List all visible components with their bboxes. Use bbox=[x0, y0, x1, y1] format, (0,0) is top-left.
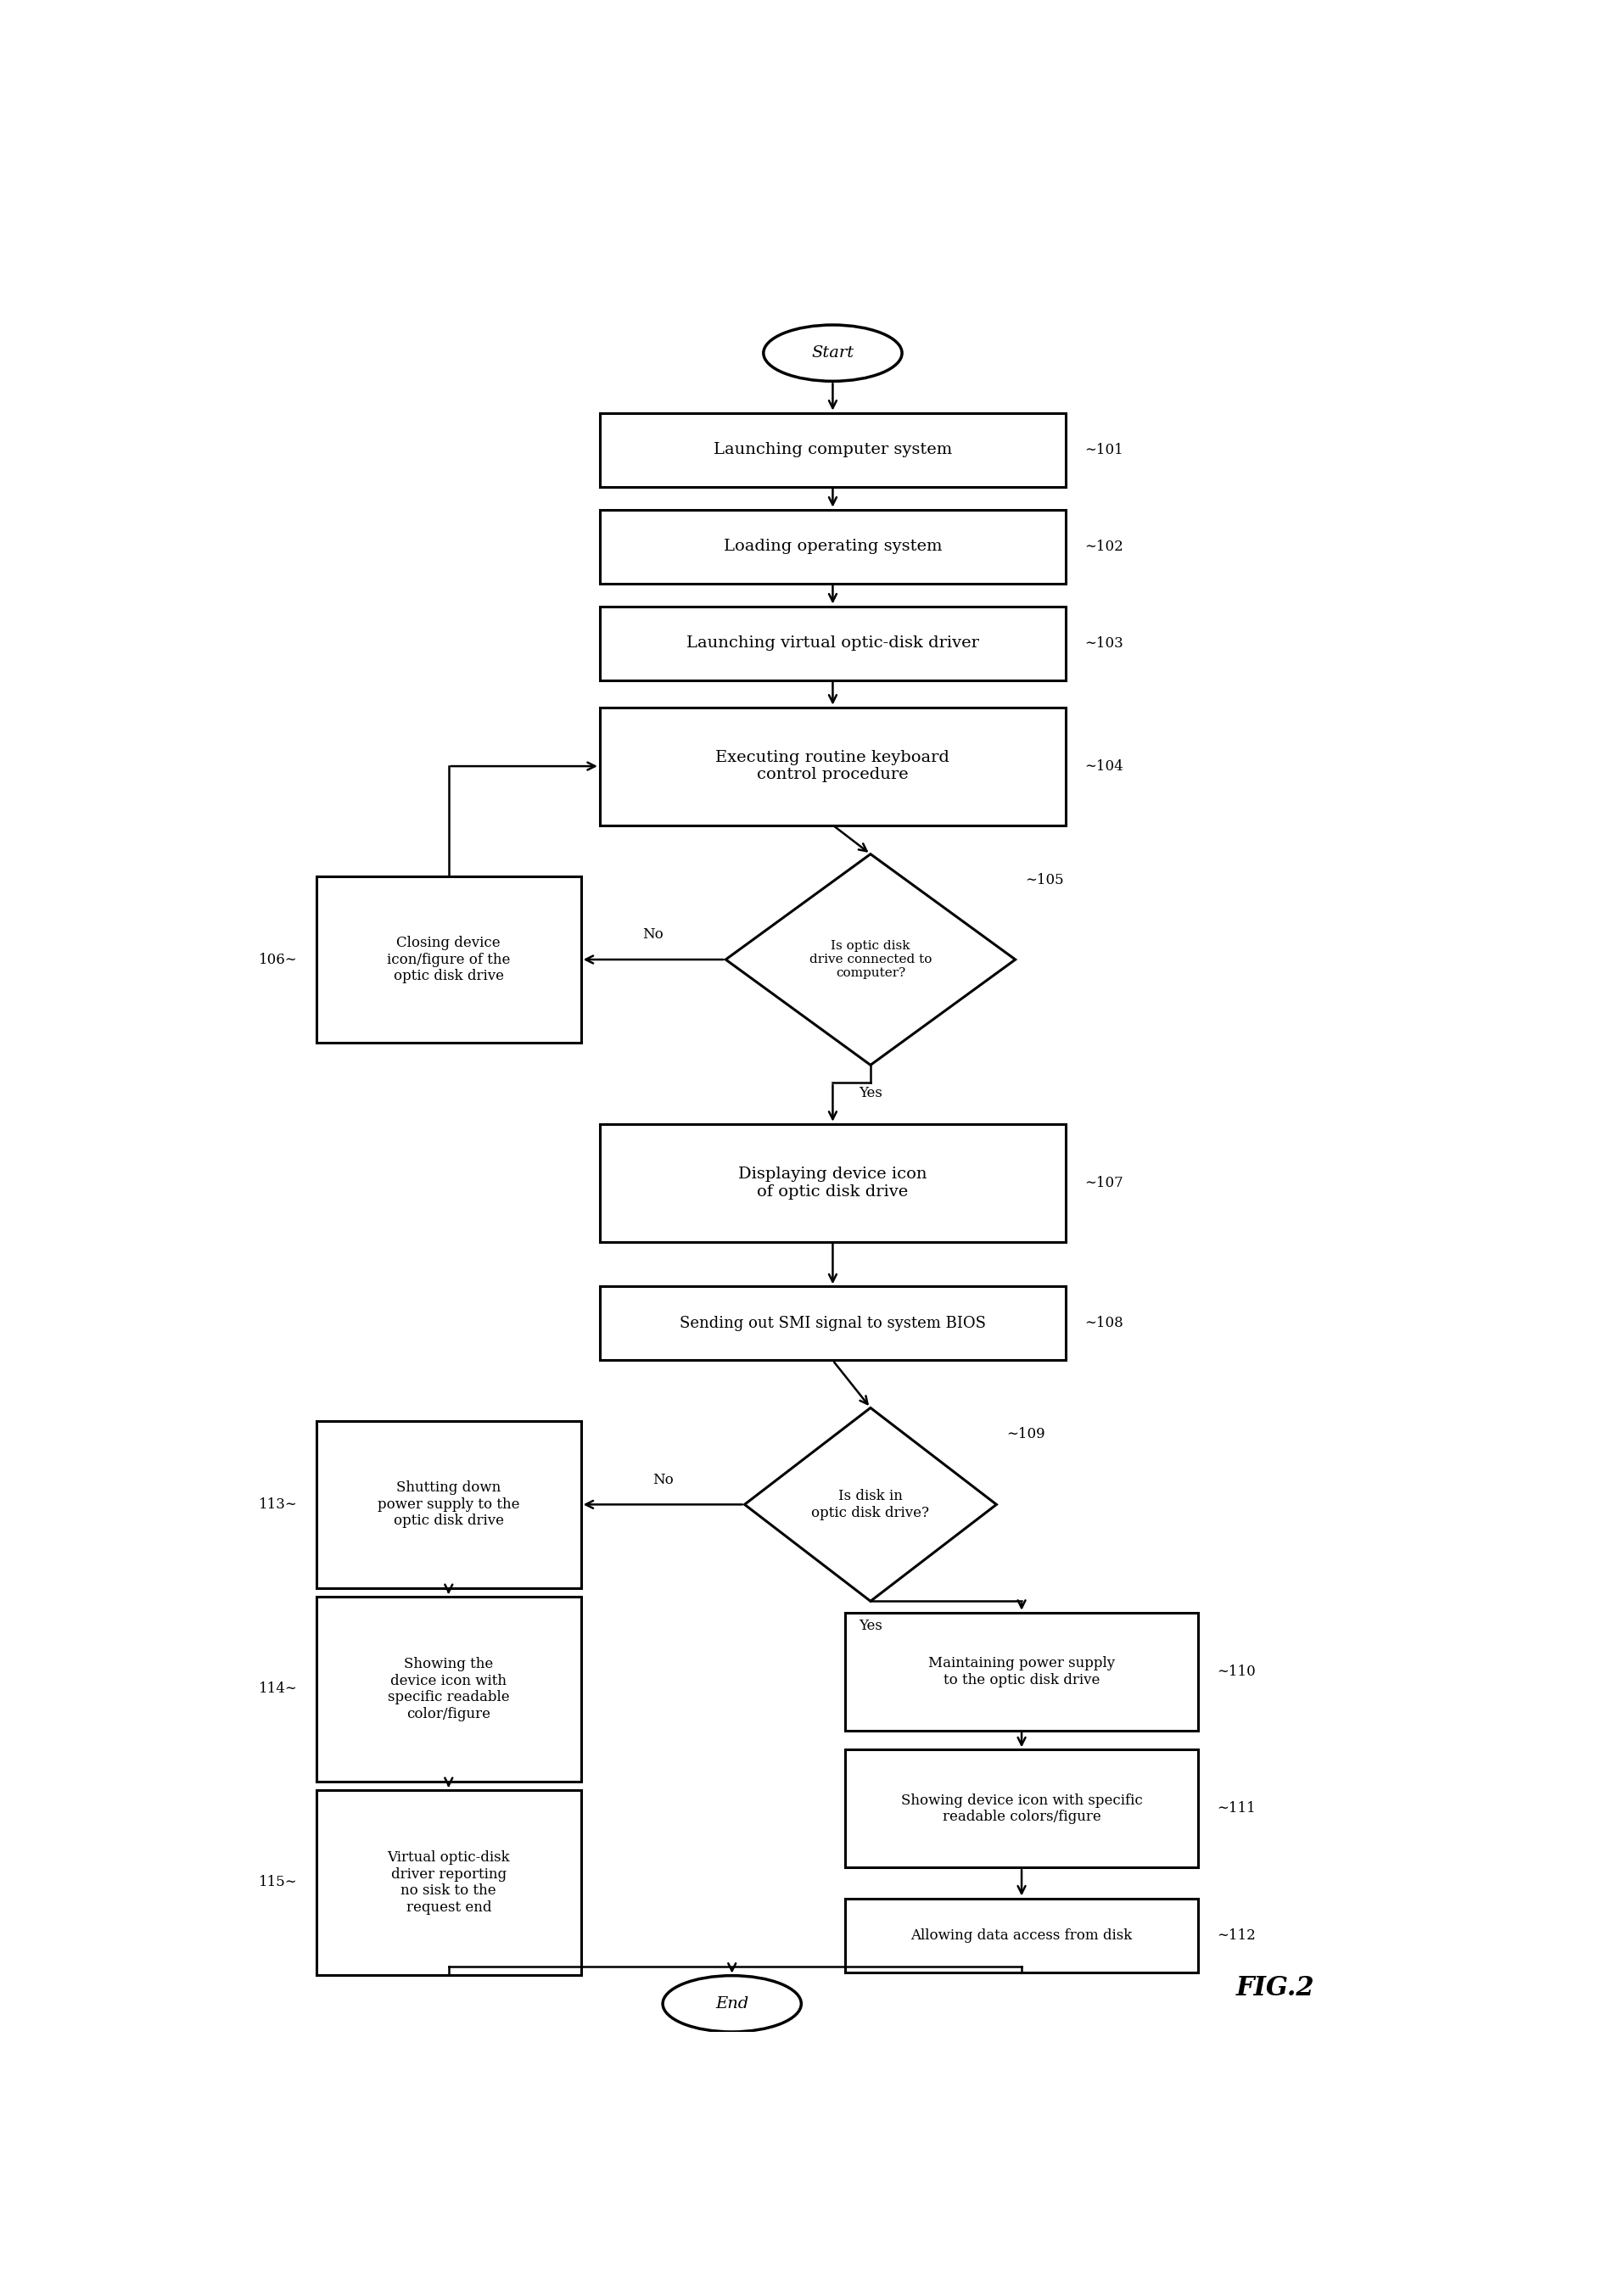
Text: Loading operating system: Loading operating system bbox=[723, 539, 942, 555]
FancyBboxPatch shape bbox=[317, 877, 581, 1043]
Text: ∼108: ∼108 bbox=[1085, 1317, 1122, 1331]
FancyBboxPatch shape bbox=[599, 708, 1065, 824]
Ellipse shape bbox=[763, 324, 901, 381]
Text: Executing routine keyboard
control procedure: Executing routine keyboard control proce… bbox=[715, 749, 950, 783]
Polygon shape bbox=[744, 1409, 996, 1600]
Text: ∼102: ∼102 bbox=[1085, 539, 1122, 555]
Text: Closing device
icon/figure of the
optic disk drive: Closing device icon/figure of the optic … bbox=[387, 936, 510, 984]
Text: Shutting down
power supply to the
optic disk drive: Shutting down power supply to the optic … bbox=[377, 1482, 520, 1527]
FancyBboxPatch shape bbox=[317, 1790, 581, 1975]
FancyBboxPatch shape bbox=[599, 413, 1065, 486]
FancyBboxPatch shape bbox=[317, 1420, 581, 1589]
FancyBboxPatch shape bbox=[844, 1897, 1197, 1973]
Text: Showing device icon with specific
readable colors/figure: Showing device icon with specific readab… bbox=[900, 1792, 1142, 1824]
Text: Virtual optic-disk
driver reporting
no sisk to the
request end: Virtual optic-disk driver reporting no s… bbox=[387, 1849, 510, 1915]
Text: Maintaining power supply
to the optic disk drive: Maintaining power supply to the optic di… bbox=[927, 1655, 1114, 1687]
Text: ∼101: ∼101 bbox=[1085, 443, 1122, 457]
FancyBboxPatch shape bbox=[317, 1596, 581, 1781]
Text: ∼112: ∼112 bbox=[1216, 1927, 1255, 1943]
Text: 114∼: 114∼ bbox=[258, 1683, 297, 1696]
Text: Yes: Yes bbox=[857, 1619, 882, 1632]
Text: FIG.2: FIG.2 bbox=[1236, 1975, 1314, 2002]
Text: ∼107: ∼107 bbox=[1085, 1176, 1122, 1189]
Text: Showing the
device icon with
specific readable
color/figure: Showing the device icon with specific re… bbox=[388, 1657, 510, 1721]
Text: ∼110: ∼110 bbox=[1216, 1664, 1255, 1678]
FancyBboxPatch shape bbox=[599, 1123, 1065, 1242]
Text: ∼109: ∼109 bbox=[1005, 1427, 1044, 1441]
Text: Allowing data access from disk: Allowing data access from disk bbox=[911, 1927, 1132, 1943]
Text: Launching computer system: Launching computer system bbox=[713, 443, 952, 457]
FancyBboxPatch shape bbox=[844, 1749, 1197, 1867]
Text: ∼111: ∼111 bbox=[1216, 1801, 1255, 1815]
FancyBboxPatch shape bbox=[599, 607, 1065, 680]
Text: Launching virtual optic-disk driver: Launching virtual optic-disk driver bbox=[685, 635, 979, 651]
Polygon shape bbox=[726, 854, 1015, 1064]
Text: No: No bbox=[651, 1473, 672, 1486]
Text: Yes: Yes bbox=[857, 1087, 882, 1100]
Text: End: End bbox=[715, 1995, 749, 2011]
Text: 113∼: 113∼ bbox=[258, 1498, 297, 1511]
Text: Start: Start bbox=[810, 345, 854, 361]
Ellipse shape bbox=[663, 1975, 801, 2032]
Text: Displaying device icon
of optic disk drive: Displaying device icon of optic disk dri… bbox=[737, 1167, 927, 1199]
FancyBboxPatch shape bbox=[599, 509, 1065, 584]
Text: 115∼: 115∼ bbox=[258, 1874, 297, 1890]
Text: ∼105: ∼105 bbox=[1025, 872, 1064, 888]
FancyBboxPatch shape bbox=[844, 1612, 1197, 1731]
Text: Sending out SMI signal to system BIOS: Sending out SMI signal to system BIOS bbox=[679, 1315, 986, 1331]
FancyBboxPatch shape bbox=[599, 1288, 1065, 1361]
Text: 106∼: 106∼ bbox=[258, 952, 297, 966]
Text: Is disk in
optic disk drive?: Is disk in optic disk drive? bbox=[810, 1489, 929, 1520]
Text: No: No bbox=[643, 927, 664, 943]
Text: Is optic disk
drive connected to
computer?: Is optic disk drive connected to compute… bbox=[809, 941, 931, 979]
Text: ∼104: ∼104 bbox=[1085, 758, 1122, 774]
Text: ∼103: ∼103 bbox=[1085, 637, 1122, 651]
